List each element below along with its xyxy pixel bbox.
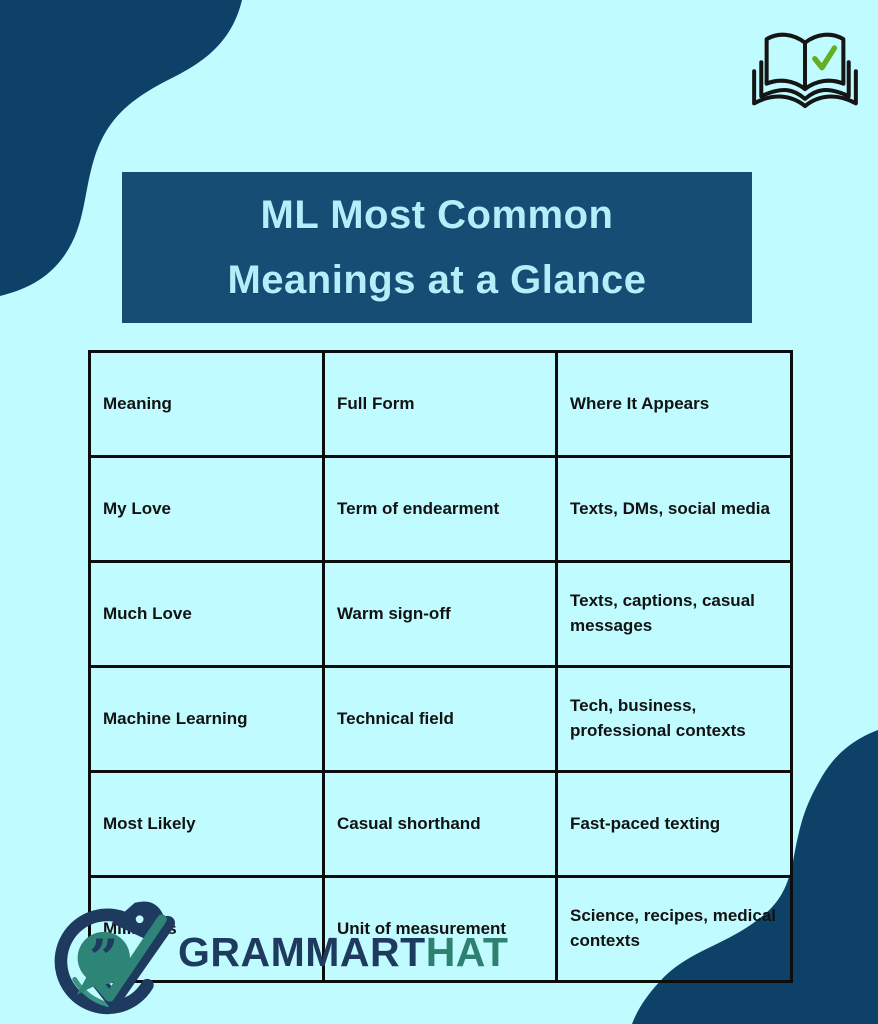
column-header-full-form: Full Form — [322, 350, 558, 458]
table-cell: Texts, DMs, social media — [555, 455, 793, 563]
table-cell: Technical field — [322, 665, 558, 773]
open-book-check-icon — [752, 32, 858, 109]
column-header-where-it-appears: Where It Appears — [555, 350, 793, 458]
table-cell: Term of endearment — [322, 455, 558, 563]
table-row: Most Likely Casual shorthand Fast-paced … — [88, 770, 793, 878]
table-cell: My Love — [88, 455, 325, 563]
table-cell: Texts, captions, casual messages — [555, 560, 793, 668]
table-header-row: Meaning Full Form Where It Appears — [88, 350, 793, 458]
table-row: My Love Term of endearment Texts, DMs, s… — [88, 455, 793, 563]
table-cell: Tech, business, professional contexts — [555, 665, 793, 773]
page-title-line1: ML Most Common — [260, 192, 614, 237]
table-cell: Machine Learning — [88, 665, 325, 773]
meanings-table: Meaning Full Form Where It Appears My Lo… — [88, 350, 793, 983]
table-cell: Much Love — [88, 560, 325, 668]
table-cell: Most Likely — [88, 770, 325, 878]
table-row: Much Love Warm sign-off Texts, captions,… — [88, 560, 793, 668]
table-cell: Unit of measurement — [322, 875, 558, 983]
title-banner: ML Most Common Meanings at a Glance — [122, 172, 752, 323]
brand-text-grammart: GRAMMART — [178, 929, 426, 975]
grammarthat-logo-icon: ” — [54, 901, 176, 1015]
page-title-line2: Meanings at a Glance — [227, 257, 647, 302]
table-cell: Fast-paced texting — [555, 770, 793, 878]
table-cell: Science, recipes, medical contexts — [555, 875, 793, 983]
green-check-icon — [812, 45, 838, 71]
brand-wordmark: GRAMMARTHAT — [178, 929, 508, 976]
column-header-meaning: Meaning — [88, 350, 325, 458]
table-row: Machine Learning Technical field Tech, b… — [88, 665, 793, 773]
brand-text-hat: HAT — [425, 929, 509, 975]
table-cell: Warm sign-off — [322, 560, 558, 668]
table-cell: Casual shorthand — [322, 770, 558, 878]
table-row: Milliliters Unit of measurement Science,… — [88, 875, 793, 983]
